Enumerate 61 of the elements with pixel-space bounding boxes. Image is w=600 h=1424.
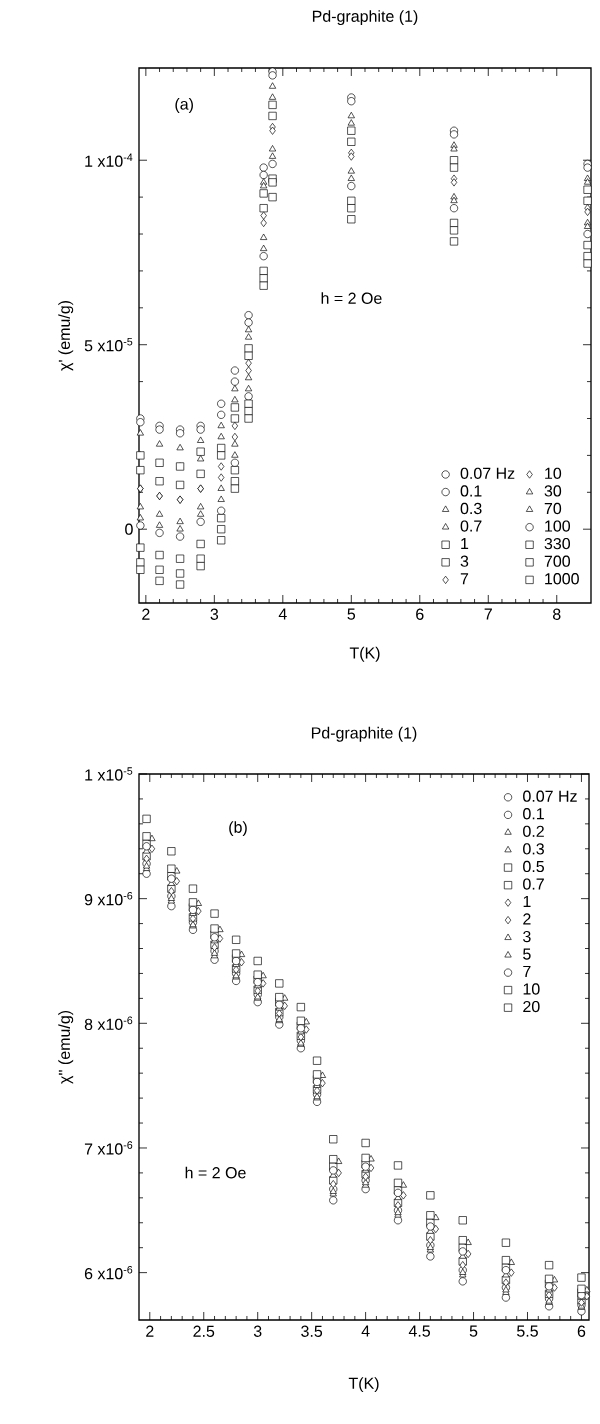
legend-label: 7 — [460, 573, 469, 585]
x-tick-label: 3 — [210, 608, 219, 620]
legend-label: 0.7 — [460, 520, 482, 532]
x-tick-label: 3 — [253, 1325, 262, 1337]
legend-label: 330 — [544, 537, 571, 550]
legend-label: 0.3 — [460, 502, 482, 515]
legend-label: 10 — [523, 983, 540, 995]
x-tick-label: 5 — [469, 1325, 478, 1337]
legend-label: 0.07 Hz — [460, 467, 515, 479]
x-tick-label: 5 — [347, 608, 356, 620]
x-axis-title: T(K) — [349, 646, 380, 662]
y-tick-label: 6 x10$^{-6}$ — [84, 1265, 133, 1280]
x-tick-label: 4 — [278, 608, 287, 620]
x-tick-label: 2 — [142, 608, 150, 620]
y-tick-label: 5 x10$^{-5}$ — [84, 338, 133, 352]
legend-label: 0.2 — [523, 825, 544, 837]
y-tick-label: 7 x10$^{-6}$ — [84, 1141, 133, 1155]
y-axis-title: χ'' (emu/g) — [58, 1010, 74, 1084]
legend-label: 20 — [523, 1000, 540, 1013]
legend-label: 1000 — [545, 573, 579, 585]
legend-label: 3 — [523, 930, 531, 943]
x-tick-label: 6 — [416, 608, 424, 620]
y-tick-label: 1 x10$^{-4}$ — [85, 153, 133, 167]
x-tick-label: 4.5 — [408, 1325, 431, 1337]
legend-label: 2 — [523, 913, 531, 925]
annotation: (a) — [175, 98, 193, 113]
y-axis-title: χ' (emu/g) — [58, 300, 74, 371]
x-tick-label: 6 — [577, 1325, 586, 1337]
legend-label: 0.3 — [523, 843, 544, 855]
x-tick-label: 5.5 — [517, 1325, 538, 1337]
legend-label: 0.07 Hz — [523, 790, 577, 802]
y-tick-label: 0 — [125, 523, 133, 535]
x-axis-title: T(K) — [348, 1377, 379, 1393]
legend-label: 70 — [544, 502, 562, 515]
legend-label: 1 — [461, 538, 469, 550]
annotation: h = 2 Oe — [185, 1166, 246, 1179]
y-tick-label: 9 x10$^{-6}$ — [84, 891, 133, 906]
legend-label: 5 — [523, 948, 531, 960]
chart-title: Pd-graphite (1) — [312, 10, 418, 26]
legend-label: 1 — [523, 895, 531, 907]
annotation: h = 2 Oe — [321, 292, 382, 304]
x-tick-label: 4 — [361, 1325, 370, 1337]
legend-label: 0.5 — [523, 860, 544, 873]
annotation: (b) — [229, 821, 247, 837]
legend-label: 0.1 — [460, 485, 482, 497]
x-tick-label: 2 — [146, 1325, 154, 1337]
legend-label: 30 — [544, 485, 562, 497]
x-tick-label: 8 — [552, 608, 561, 620]
y-tick-label: 8 x10$^{-6}$ — [84, 1016, 133, 1030]
legend-label: 3 — [460, 555, 469, 567]
chart-title: Pd-graphite (1) — [311, 726, 417, 742]
legend-label: 700 — [544, 555, 571, 567]
legend-label: 7 — [523, 965, 531, 977]
x-tick-label: 2.5 — [193, 1325, 215, 1337]
y-tick-label: 1 x10$^{-5}$ — [85, 767, 133, 781]
legend-label: 100 — [545, 520, 571, 532]
legend-label: 0.1 — [523, 808, 544, 820]
x-tick-label: 3.5 — [301, 1325, 323, 1337]
legend-label: 10 — [545, 467, 562, 479]
x-tick-label: 7 — [484, 608, 492, 620]
legend-label: 0.7 — [523, 878, 544, 890]
